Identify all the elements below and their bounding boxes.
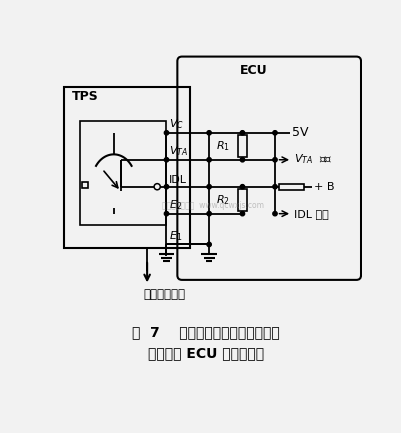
Circle shape [207, 184, 211, 189]
Text: $V_{TA}$: $V_{TA}$ [168, 145, 188, 158]
Circle shape [240, 158, 244, 162]
Circle shape [272, 131, 276, 135]
Text: 传感器与 ECU 的连接线路: 传感器与 ECU 的连接线路 [148, 346, 263, 360]
Circle shape [207, 131, 211, 135]
Text: 至其他计算机: 至其他计算机 [143, 288, 185, 301]
Text: 图  7    线性可变电阻型节气门位置: 图 7 线性可变电阻型节气门位置 [132, 325, 279, 339]
Text: TPS: TPS [72, 90, 99, 103]
Text: $E_1$: $E_1$ [168, 229, 182, 243]
Text: $V_C$: $V_C$ [168, 117, 183, 131]
Bar [82, 182, 88, 188]
Circle shape [154, 184, 160, 190]
Text: 汽车维修技术网  www.qcwxjs.com: 汽车维修技术网 www.qcwxjs.com [162, 201, 263, 210]
Circle shape [164, 211, 168, 216]
Circle shape [164, 184, 168, 189]
Circle shape [207, 158, 211, 162]
Text: $E_2$: $E_2$ [168, 198, 182, 212]
Circle shape [164, 131, 168, 135]
Text: $R_2$: $R_2$ [216, 193, 229, 207]
Text: $V_{TA}$  信号: $V_{TA}$ 信号 [293, 152, 331, 166]
Circle shape [240, 211, 244, 216]
Circle shape [272, 158, 276, 162]
Bar [278, 184, 304, 190]
Circle shape [272, 184, 276, 189]
Circle shape [240, 184, 244, 189]
Circle shape [164, 158, 168, 162]
Circle shape [272, 211, 276, 216]
Text: IDL 信号: IDL 信号 [293, 209, 328, 219]
Text: IDL: IDL [168, 175, 186, 185]
Circle shape [240, 131, 244, 135]
Bar [238, 135, 246, 158]
Circle shape [207, 211, 211, 216]
Text: $R_1$: $R_1$ [216, 139, 229, 153]
Text: ECU: ECU [239, 64, 267, 77]
Text: 5V: 5V [291, 126, 308, 139]
Bar [238, 189, 246, 211]
Text: + B: + B [313, 182, 333, 192]
Circle shape [207, 242, 211, 247]
